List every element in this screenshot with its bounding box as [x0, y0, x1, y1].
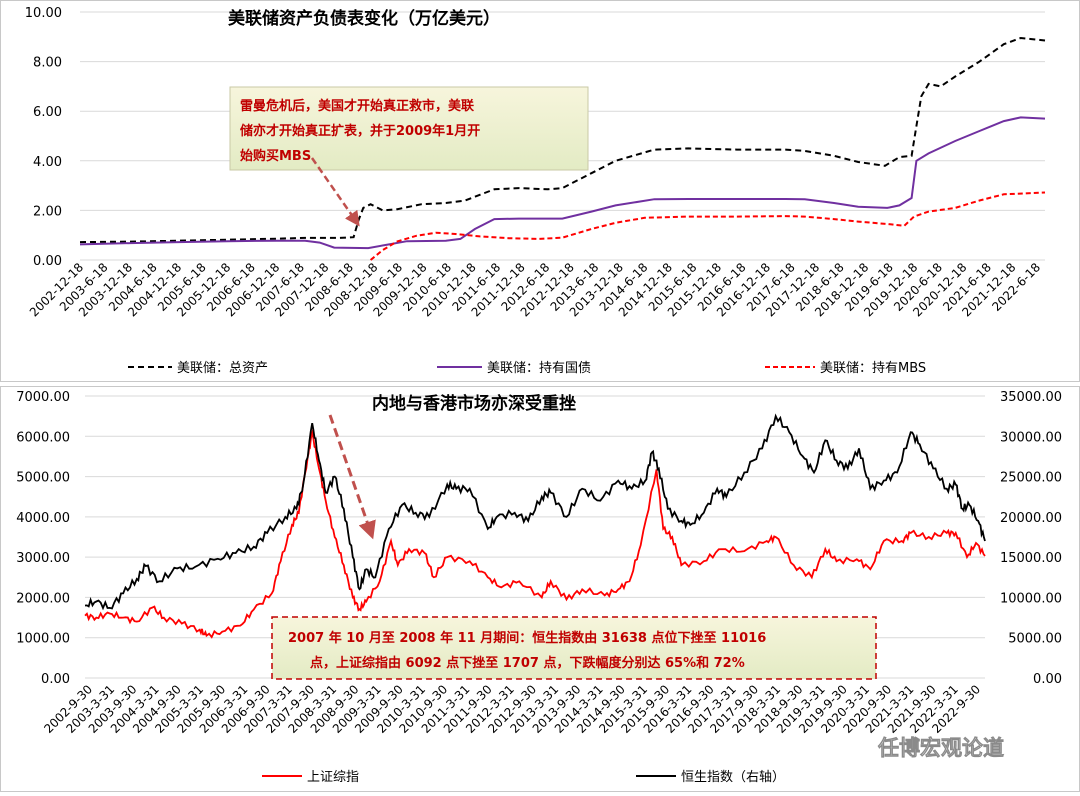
- shanghai-composite-line: [84, 429, 986, 639]
- watermark: 任博宏观论道: [877, 736, 1004, 760]
- bottom-left-y-tick-label: 2000.00: [16, 591, 70, 606]
- stock-index-chart: 0.00 1000.00 2000.00 3000.00 4000.00 5000.00 6…: [0, 386, 1080, 792]
- top-annotation-line-1: 雷曼危机后，美国才开始真正救市，美联: [240, 98, 474, 114]
- bottom-left-y-tick-label: 4000.00: [16, 511, 70, 526]
- bottom-left-y-axis: 0.00 1000.00 2000.00 3000.00 4000.00 5000.00 6…: [16, 390, 70, 687]
- bottom-left-y-tick-label: 1000.00: [16, 632, 70, 647]
- bottom-left-y-tick-label: 7000.00: [16, 390, 70, 405]
- top-legend: 美联储：总资产 美联储：持有国债 美联储：持有MBS: [128, 361, 926, 376]
- top-y-tick-label: 4.00: [33, 155, 62, 170]
- bottom-chart-frame: [0, 386, 1080, 792]
- bottom-right-y-tick-label: 30000.00: [1000, 430, 1062, 445]
- top-annotation-line-2: 储亦才开始真正扩表，并于2009年1月开: [239, 123, 480, 139]
- legend-label-treasuries: 美联储：持有国债: [487, 361, 591, 376]
- bottom-right-y-tick-label: 0.00: [1033, 672, 1062, 687]
- legend-label-mbs: 美联储：持有MBS: [820, 361, 926, 376]
- bottom-right-y-tick-label: 20000.00: [1000, 511, 1062, 526]
- bottom-annotation-box: [271, 616, 877, 680]
- bottom-right-y-tick-label: 25000.00: [1000, 471, 1062, 486]
- treasuries-line: [79, 116, 1046, 250]
- top-annotation-arrow: [310, 157, 360, 227]
- top-y-tick-label: 0.00: [33, 254, 62, 269]
- legend-label-hang-seng: 恒生指数（右轴）: [681, 770, 785, 785]
- bottom-right-y-tick-label: 10000.00: [1000, 591, 1062, 606]
- total-assets-line: [79, 36, 1046, 244]
- bottom-left-y-tick-label: 0.00: [41, 672, 70, 687]
- bottom-left-y-tick-label: 3000.00: [16, 551, 70, 566]
- top-y-tick-label: 10.00: [25, 6, 62, 21]
- hang-seng-line: [84, 413, 986, 611]
- top-annotation-box: [229, 86, 589, 171]
- top-annotation-line-3: 始购买MBS: [240, 148, 311, 164]
- bottom-left-y-tick-label: 5000.00: [16, 471, 70, 486]
- bottom-right-y-tick-label: 15000.00: [1000, 551, 1062, 566]
- top-y-tick-label: 2.00: [33, 204, 62, 219]
- top-chart-frame: [0, 0, 1080, 382]
- top-series-lines: [79, 36, 1046, 261]
- bottom-annotation-arrow: [328, 414, 376, 540]
- bottom-annotation-line-2: 点，上证综指由 6092 点下挫至 1707 点，下跌幅度分别达 65%和 72…: [310, 655, 745, 671]
- bottom-chart-title: 内地与香港市场亦深受重挫: [372, 393, 576, 414]
- bottom-right-y-tick-label: 35000.00: [1000, 390, 1062, 405]
- bottom-annotation: 2007 年 10 月至 2008 年 11 月期间：恒生指数由 31638 点…: [271, 616, 877, 680]
- bottom-right-y-axis: 0.00 5000.00 10000.00 15000.00 20000.00 25000…: [1000, 390, 1062, 687]
- top-y-tick-label: 6.00: [33, 105, 62, 120]
- top-annotation: 雷曼危机后，美国才开始真正救市，美联 储亦才开始真正扩表，并于2009年1月开 …: [229, 86, 589, 171]
- bottom-annotation-line-1: 2007 年 10 月至 2008 年 11 月期间：恒生指数由 31638 点…: [288, 630, 766, 646]
- top-y-axis: 0.00 2.00 4.00 6.00 8.00 10.00: [25, 6, 62, 269]
- bottom-x-axis: 2002-9-302003-3-312003-9-302004-3-312004…: [41, 682, 983, 736]
- legend-label-total-assets: 美联储：总资产: [177, 361, 268, 376]
- bottom-legend: 上证综指 恒生指数（右轴）: [262, 770, 785, 785]
- legend-label-shanghai: 上证综指: [307, 770, 359, 785]
- top-y-tick-label: 8.00: [33, 56, 62, 71]
- bottom-series-lines: [84, 413, 986, 639]
- bottom-left-y-tick-label: 6000.00: [16, 430, 70, 445]
- top-chart-title: 美联储资产负债表变化（万亿美元）: [228, 8, 500, 29]
- bottom-right-y-tick-label: 5000.00: [1008, 632, 1062, 647]
